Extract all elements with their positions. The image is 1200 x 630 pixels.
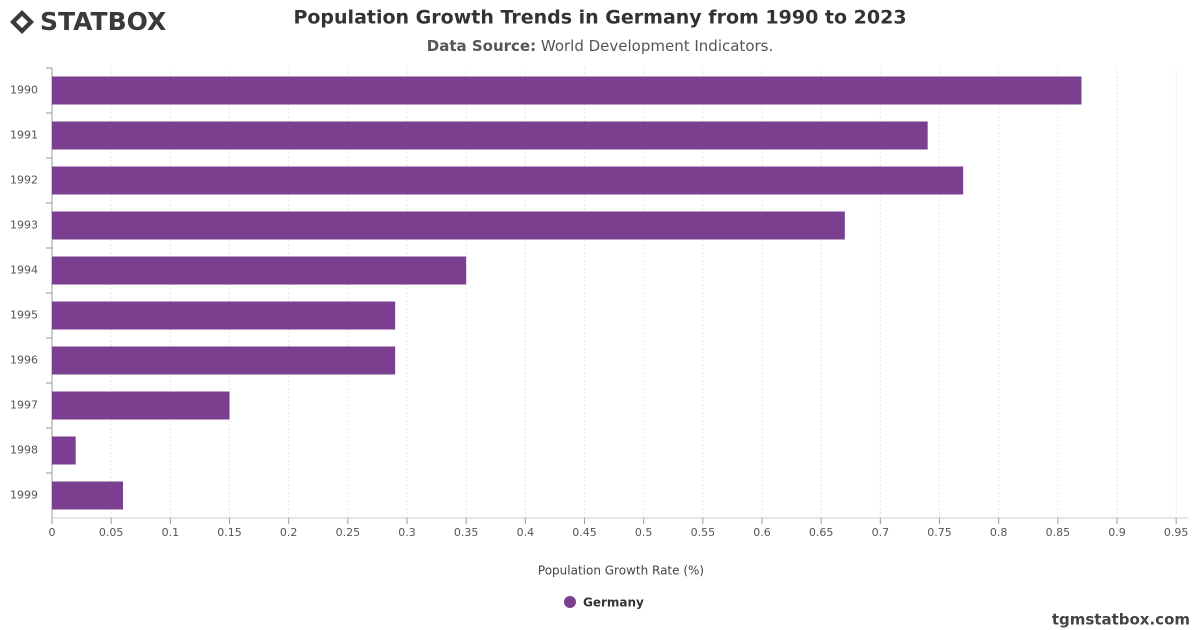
x-tick-label: 0.9	[1108, 526, 1126, 539]
x-tick-label: 0.1	[162, 526, 180, 539]
subtitle-text: World Development Indicators.	[541, 37, 773, 55]
footer: tgmstatbox.com	[1052, 611, 1190, 629]
x-tick-label: 0.7	[872, 526, 890, 539]
y-tick-label: 1991	[10, 129, 38, 142]
y-tick-label: 1992	[10, 174, 38, 187]
legend-label: Germany	[583, 596, 644, 610]
y-tick-label: 1995	[10, 309, 38, 322]
y-tick-label: 1998	[10, 444, 38, 457]
y-tick-label: 1997	[10, 399, 38, 412]
x-tick-label: 0.65	[809, 526, 834, 539]
chart-subtitle: Data Source: World Development Indicator…	[427, 37, 774, 55]
x-tick-label: 0.2	[280, 526, 298, 539]
y-tick-label: 1999	[10, 489, 38, 502]
x-tick-label: 0.75	[927, 526, 952, 539]
x-tick-label: 0.95	[1164, 526, 1189, 539]
x-tick-label: 0.85	[1046, 526, 1071, 539]
x-tick-label: 0	[49, 526, 56, 539]
legend-marker	[564, 596, 576, 608]
chart-title: Population Growth Trends in Germany from…	[293, 7, 906, 29]
x-tick-label: 0.15	[217, 526, 242, 539]
bar	[52, 76, 1082, 105]
bar	[52, 346, 396, 375]
y-tick-label: 1996	[10, 354, 38, 367]
bar	[52, 481, 123, 510]
y-tick-label: 1993	[10, 219, 38, 232]
x-tick-label: 0.6	[753, 526, 771, 539]
bar	[52, 256, 467, 285]
y-tick-label: 1994	[10, 264, 38, 277]
x-tick-label: 0.4	[517, 526, 535, 539]
brand: STATBOX	[40, 7, 166, 36]
y-tick-label: 1990	[10, 84, 38, 97]
logo: STATBOX	[10, 7, 166, 36]
x-tick-label: 0.3	[398, 526, 416, 539]
x-tick-label: 0.05	[99, 526, 124, 539]
bar	[52, 166, 964, 195]
bar	[52, 211, 845, 240]
subtitle-label: Data Source:	[427, 37, 536, 55]
x-tick-label: 0.5	[635, 526, 653, 539]
bar	[52, 391, 230, 420]
logo-icon-inner	[16, 16, 28, 28]
x-tick-label: 0.55	[691, 526, 716, 539]
x-tick-label: 0.35	[454, 526, 479, 539]
bar	[52, 301, 396, 330]
bar	[52, 436, 76, 465]
bar	[52, 121, 928, 150]
x-tick-label: 0.45	[572, 526, 597, 539]
x-axis-title: Population Growth Rate (%)	[538, 564, 704, 578]
x-tick-label: 0.25	[336, 526, 361, 539]
x-tick-label: 0.8	[990, 526, 1008, 539]
